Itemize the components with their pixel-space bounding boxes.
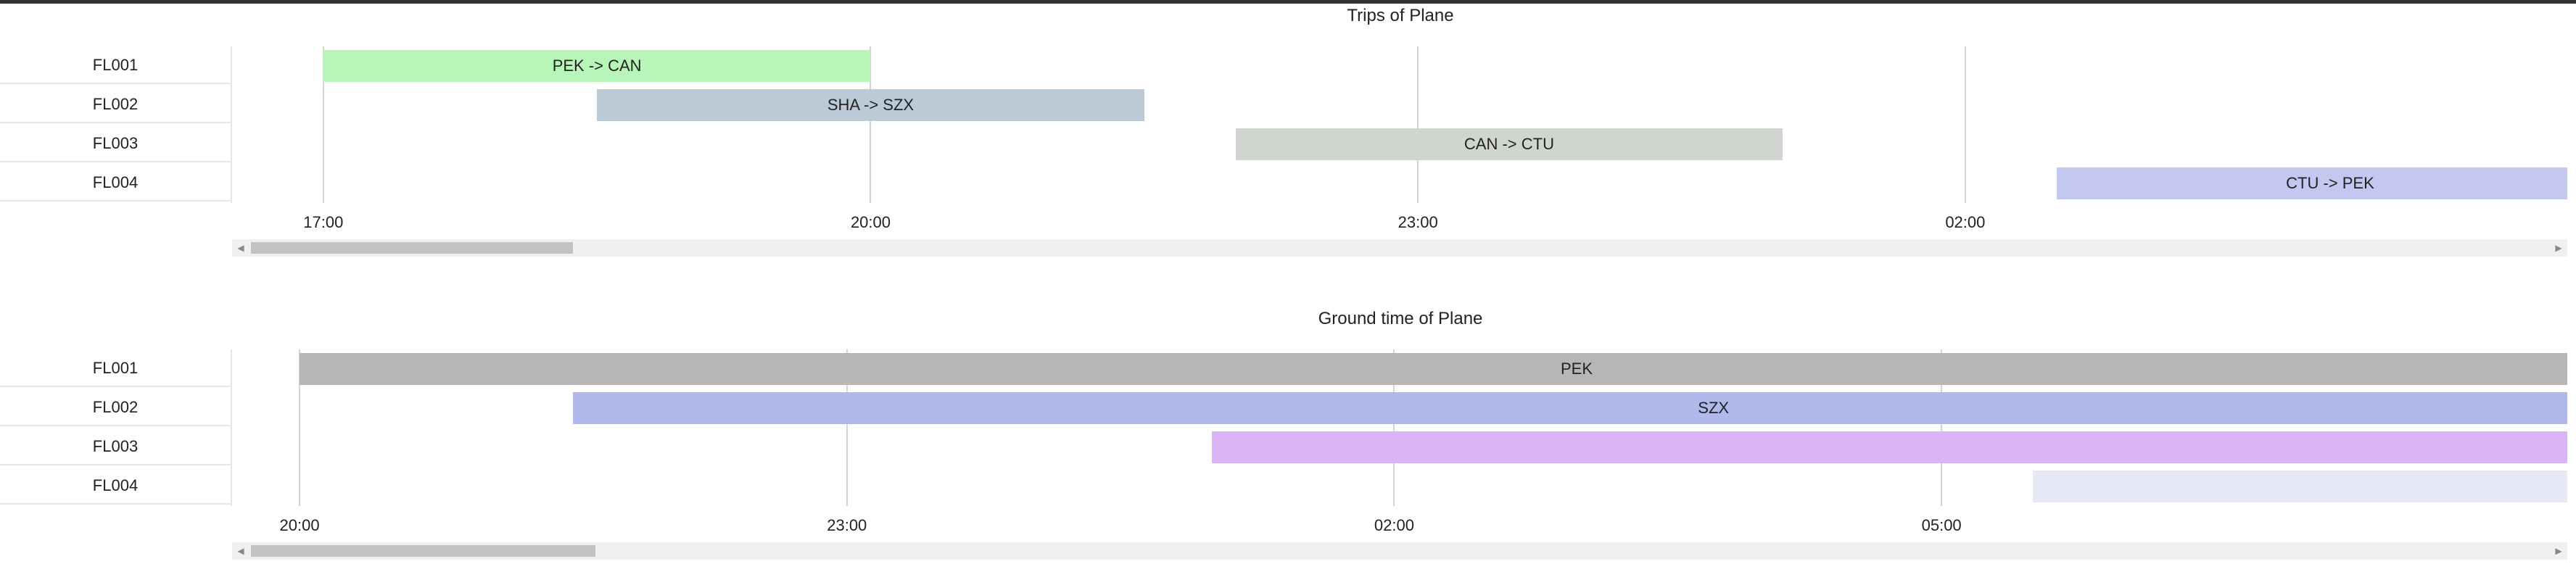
scroll-thumb[interactable]: [251, 545, 596, 557]
horizontal-scrollbar[interactable]: ◀ ▶: [232, 542, 2567, 560]
gridline: [1941, 349, 1943, 506]
task-bar-label: PEK: [1561, 360, 1593, 378]
task-bar-label: SHA -> SZX: [827, 96, 915, 114]
scroll-right-arrow-icon[interactable]: ▶: [2555, 546, 2562, 556]
task-bar[interactable]: PEK: [300, 353, 2567, 385]
top-bar: [0, 0, 2576, 4]
x-tick-label: 02:00: [1945, 213, 1986, 231]
task-bar-label: CAN -> CTU: [1464, 135, 1554, 153]
task-bar-label: CTU -> PEK: [2286, 174, 2374, 192]
x-tick-label: 20:00: [279, 516, 320, 534]
chart-title: Ground time of Plane: [1318, 309, 1483, 328]
gridline: [322, 46, 324, 203]
task-bar[interactable]: [1211, 431, 2567, 463]
task-bar[interactable]: CAN -> CTU: [1235, 128, 1783, 160]
gantt-panel: Ground time of Plane 20:00 23:00 02:00 05:00…: [0, 303, 2576, 564]
gridline: [1964, 46, 1966, 203]
x-tick-label: 23:00: [1398, 213, 1438, 231]
x-tick-label: 17:00: [303, 213, 344, 231]
gridline: [299, 349, 301, 506]
chart-title: Trips of Plane: [1347, 6, 1454, 25]
scroll-left-arrow-icon[interactable]: ◀: [237, 546, 244, 556]
row-label: FL002: [0, 389, 231, 426]
task-bar[interactable]: SZX: [573, 392, 2567, 424]
x-tick-label: 23:00: [827, 516, 867, 534]
scroll-thumb[interactable]: [251, 242, 573, 254]
scroll-right-arrow-icon[interactable]: ▶: [2555, 243, 2562, 253]
task-bar[interactable]: CTU -> PEK: [2056, 167, 2567, 199]
x-tick-label: 02:00: [1374, 516, 1414, 534]
x-tick-label: 05:00: [1921, 516, 1962, 534]
gridline: [1417, 46, 1419, 203]
task-bar-label: SZX: [1698, 399, 1730, 417]
task-bar[interactable]: PEK -> CAN: [323, 50, 871, 82]
scroll-left-arrow-icon[interactable]: ◀: [237, 243, 244, 253]
gantt-panel: Trips of Plane 17:00 20:00 23:00 02:00 FL001 F…: [0, 0, 2576, 261]
row-label: FL003: [0, 428, 231, 465]
row-label: FL004: [0, 164, 231, 202]
task-bar[interactable]: [2032, 470, 2567, 502]
task-bar[interactable]: SHA -> SZX: [597, 89, 1144, 121]
label-column-divider: [231, 46, 232, 203]
row-label: FL004: [0, 467, 231, 505]
gridline: [870, 46, 872, 203]
gridline: [1393, 349, 1395, 506]
row-label: FL003: [0, 125, 231, 162]
row-label: FL001: [0, 46, 231, 84]
row-label: FL002: [0, 86, 231, 123]
horizontal-scrollbar[interactable]: ◀ ▶: [232, 239, 2567, 257]
row-label: FL001: [0, 349, 231, 387]
task-bar-label: PEK -> CAN: [552, 57, 642, 75]
x-tick-label: 20:00: [850, 213, 891, 231]
gridline: [846, 349, 848, 506]
label-column-divider: [231, 349, 232, 506]
